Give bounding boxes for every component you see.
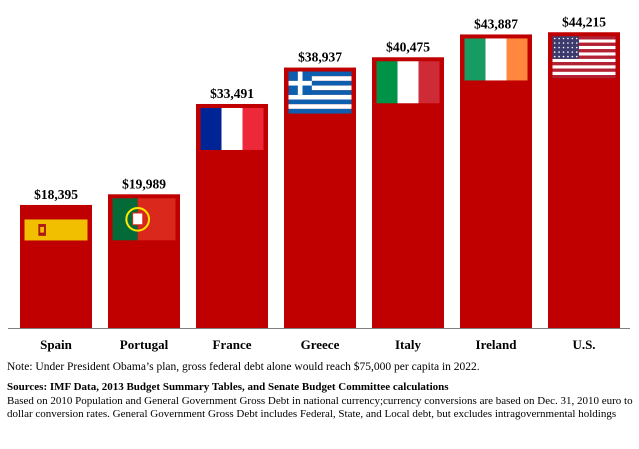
x-tick-label: France	[213, 337, 252, 352]
greece-flag-icon	[288, 71, 352, 114]
x-tick-label: Spain	[40, 337, 73, 352]
sources-title: Sources: IMF Data, 2013 Budget Summary T…	[7, 381, 449, 393]
data-label: $38,937	[298, 50, 342, 65]
spain-flag-icon	[24, 219, 88, 241]
x-tick-label: Ireland	[476, 337, 518, 352]
bar-ireland	[460, 34, 532, 328]
x-tick-label: Italy	[395, 337, 422, 352]
france-flag-icon	[200, 107, 264, 150]
chart-note: Note: Under President Obama’s plan, gros…	[7, 361, 480, 373]
data-label: $44,215	[562, 14, 606, 29]
us-flag-icon	[552, 36, 616, 79]
data-label: $33,491	[210, 86, 254, 101]
data-label: $43,887	[474, 16, 518, 31]
x-tick-label: U.S.	[572, 337, 595, 352]
sources-block: Sources: IMF Data, 2013 Budget Summary T…	[7, 381, 635, 422]
italy-flag-icon	[376, 61, 440, 104]
bar-chart: $18,395 Spain $19,989 Portugal $33,491 France…	[8, 14, 630, 352]
data-label: $19,989	[122, 176, 166, 191]
data-label: $40,475	[386, 39, 430, 54]
data-label: $18,395	[34, 187, 78, 202]
x-tick-label: Portugal	[120, 337, 169, 352]
x-tick-label: Greece	[301, 337, 340, 352]
bar-us	[548, 32, 620, 328]
sources-detail: Based on 2010 Population and General Gov…	[7, 394, 633, 421]
ireland-flag-icon	[464, 38, 528, 81]
portugal-flag-icon	[112, 198, 176, 241]
